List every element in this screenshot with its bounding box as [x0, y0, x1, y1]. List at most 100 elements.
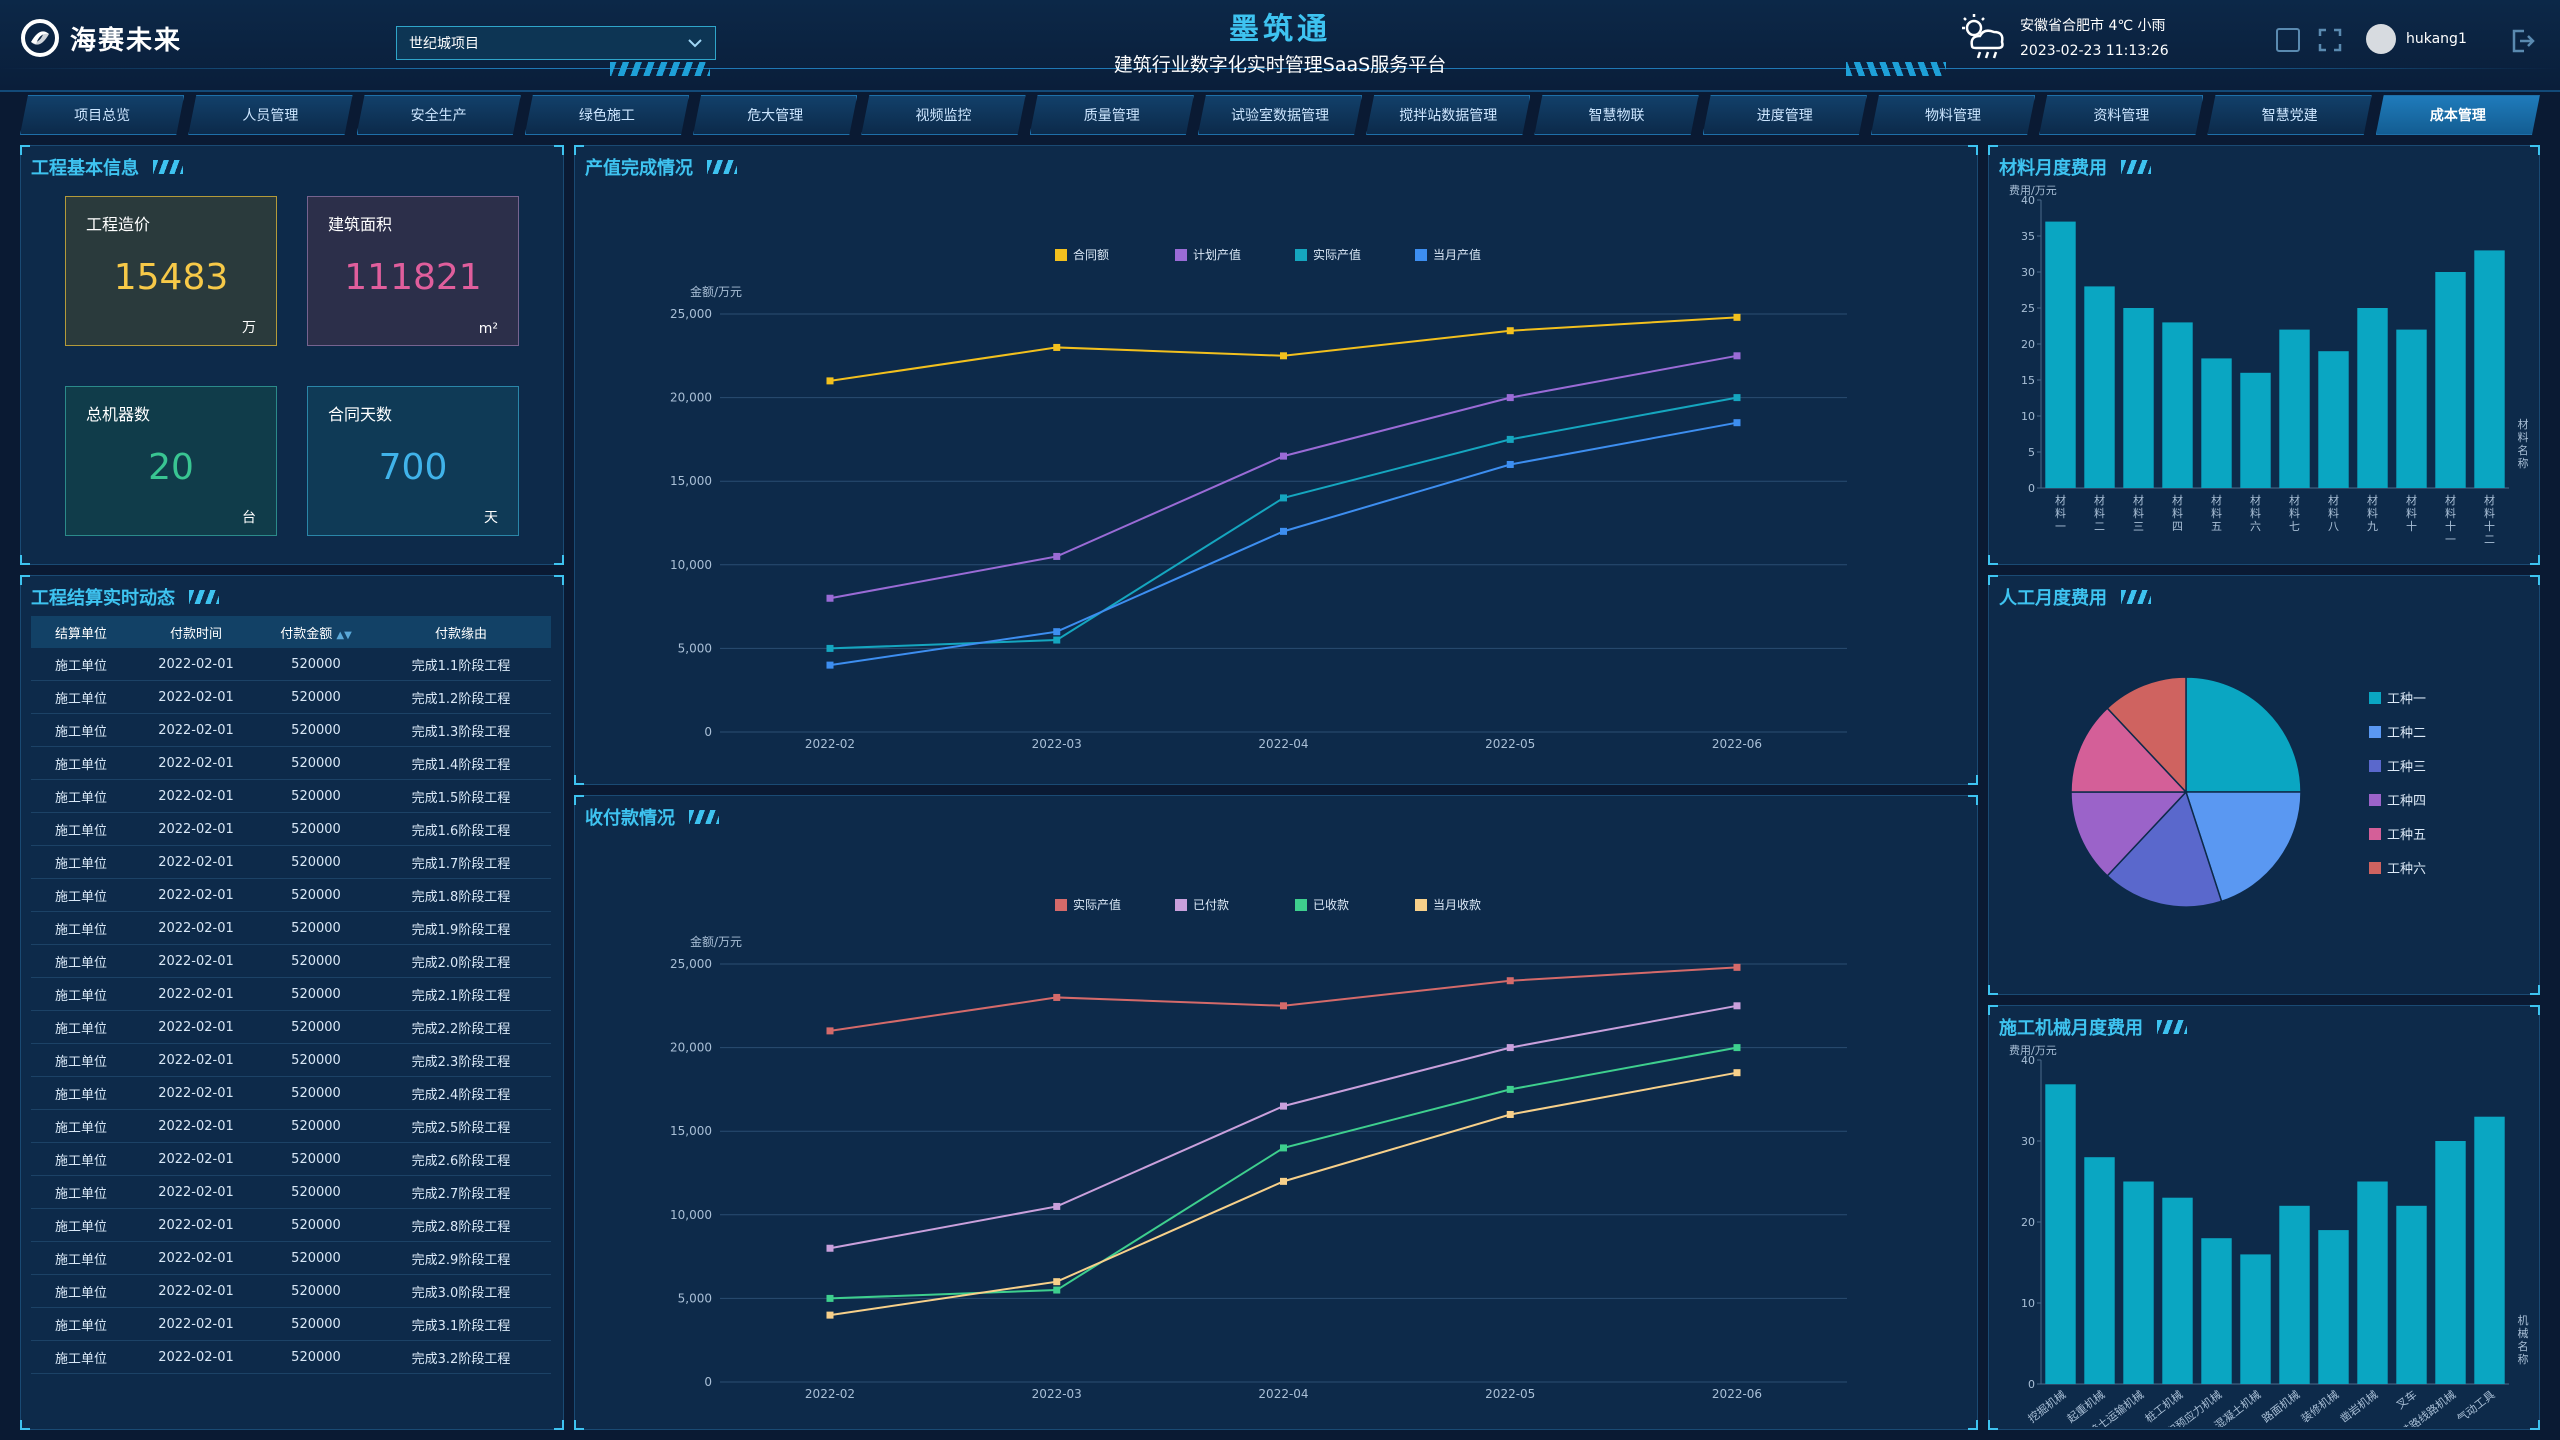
legend-item: 已付款	[1175, 898, 1229, 912]
nav-tab[interactable]: 搅拌站数据管理	[1366, 95, 1530, 135]
y-tick-label: 25,000	[670, 957, 712, 971]
x-tick-char: 材	[2406, 493, 2417, 507]
sort-icon[interactable]: ▲▼	[336, 629, 352, 641]
column-header-sortable[interactable]: 付款金额 ▲▼	[280, 626, 352, 642]
bar	[2240, 372, 2271, 488]
x-tick-label: 2022-04	[1258, 737, 1308, 751]
nav-tab[interactable]: 危大管理	[693, 95, 857, 135]
screenshot-icon[interactable]	[2276, 28, 2300, 52]
nav-tab[interactable]: 视频监控	[861, 95, 1025, 135]
x-tick-label: 材料三	[2133, 493, 2144, 533]
y-axis-label: 金额/万元	[690, 934, 742, 949]
x-tick-label: 材料九	[2367, 493, 2378, 533]
table-cell: 完成2.7阶段工程	[411, 1186, 511, 1202]
weather-location: 安徽省合肥市 4℃ 小雨	[2020, 18, 2166, 34]
nav-tab[interactable]: 项目总览	[20, 95, 184, 135]
table-cell: 2022-02-01	[158, 689, 234, 705]
x-tick-char: 三	[2133, 520, 2144, 533]
x-axis-label: 机械名称	[2518, 1313, 2529, 1366]
x-tick-label: 2022-05	[1485, 1387, 1535, 1401]
bar	[2279, 1205, 2310, 1384]
x-tick-char: 料	[2367, 506, 2378, 520]
nav-tab[interactable]: 试验室数据管理	[1198, 95, 1362, 135]
y-tick-label: 0	[2028, 482, 2035, 495]
nav-tab[interactable]: 资料管理	[2039, 95, 2203, 135]
legend-item: 工种一	[2369, 692, 2426, 707]
y-axis-label: 费用/万元	[2009, 1044, 2057, 1057]
table-cell: 完成1.3阶段工程	[411, 724, 511, 740]
nav-tab[interactable]: 进度管理	[1703, 95, 1867, 135]
table-cell: 施工单位	[54, 856, 107, 872]
legend-item: 工种四	[2369, 794, 2426, 809]
table-row: 施工单位 2022-02-01 520000 完成1.7阶段工程	[31, 846, 551, 879]
table-cell: 2022-02-01	[158, 755, 234, 771]
table-cell: 2022-02-01	[158, 656, 234, 672]
legend-label: 当月产值	[1433, 247, 1481, 262]
table-row: 施工单位 2022-02-01 520000 完成3.2阶段工程	[31, 1341, 551, 1374]
table-cell: 520000	[291, 953, 341, 969]
legend-label: 实际产值	[1073, 897, 1121, 912]
data-point	[1733, 1069, 1741, 1077]
y-tick-label: 35	[2021, 230, 2035, 243]
table-cell: 2022-02-01	[158, 1316, 234, 1332]
table-cell: 完成1.1阶段工程	[411, 658, 511, 674]
table-row: 施工单位 2022-02-01 520000 完成2.0阶段工程	[31, 945, 551, 978]
table-cell: 2022-02-01	[158, 1085, 234, 1101]
nav-tab[interactable]: 绿色施工	[525, 95, 689, 135]
bar	[2123, 308, 2154, 488]
data-point	[826, 644, 834, 652]
nav-tab[interactable]: 物料管理	[1871, 95, 2035, 135]
table-cell: 完成2.8阶段工程	[411, 1219, 511, 1235]
fullscreen-icon[interactable]	[2318, 28, 2342, 52]
x-tick-label: 材料十一	[2445, 493, 2456, 546]
table-cell: 施工单位	[54, 1120, 107, 1136]
main-nav: 项目总览 人员管理 安全生产 绿色施工 危大管理 视频监控 质量管理 试验室数据管理 搅拌站数据…	[20, 95, 2540, 135]
nav-tab[interactable]: 质量管理	[1030, 95, 1194, 135]
x-tick-char: 料	[2289, 506, 2300, 520]
project-select-value: 世纪城项目	[409, 36, 479, 52]
user-menu[interactable]: hukang1	[2366, 24, 2467, 54]
table-row: 施工单位 2022-02-01 520000 完成2.1阶段工程	[31, 978, 551, 1011]
nav-tab[interactable]: 安全生产	[357, 95, 521, 135]
legend-swatch	[2369, 726, 2381, 738]
legend-label: 已付款	[1193, 898, 1229, 912]
legend-item: 当月产值	[1415, 247, 1481, 262]
pie-slice	[2106, 676, 2187, 794]
legend-swatch	[1415, 249, 1427, 261]
nav-tab[interactable]: 智慧物联	[1534, 95, 1698, 135]
table-cell: 完成3.1阶段工程	[411, 1318, 511, 1334]
nav-tab[interactable]: 智慧党建	[2207, 95, 2371, 135]
x-tick-char: 料	[2484, 506, 2495, 520]
table-cell: 520000	[291, 1217, 341, 1233]
table-cell: 2022-02-01	[158, 788, 234, 804]
output-panel: 产值完成情况 合同额 计划产值 实际产值 当月产值 金额/万元 0 5,000 10,000 1…	[574, 145, 1978, 785]
stat-value: 111821	[344, 257, 482, 298]
y-tick-label: 0	[704, 725, 712, 739]
table-cell: 施工单位	[54, 1021, 107, 1037]
legend-swatch	[1415, 899, 1427, 911]
project-select[interactable]: 世纪城项目	[396, 26, 716, 60]
table-cell: 2022-02-01	[158, 1151, 234, 1167]
app-subtitle: 建筑行业数字化实时管理SaaS服务平台	[1113, 54, 1447, 76]
settlement-panel: 工程结算实时动态 结算单位 付款时间 付款金额 ▲▼ 付款缘由 施工单位 2022…	[20, 575, 564, 1430]
x-tick-label: 材料六	[2250, 493, 2261, 533]
y-tick-label: 10	[2021, 410, 2035, 423]
table-cell: 2022-02-01	[158, 854, 234, 870]
legend-item: 已收款	[1295, 898, 1349, 912]
title-block: 墨筑通 建筑行业数字化实时管理SaaS服务平台	[0, 4, 2560, 77]
x-tick-char: 料	[2406, 506, 2417, 520]
bar	[2474, 1116, 2505, 1384]
bar	[2318, 1230, 2349, 1384]
logout-icon[interactable]	[2510, 28, 2536, 54]
legend-swatch	[1055, 249, 1067, 261]
data-point	[826, 1294, 834, 1302]
x-tick-label: 2022-04	[1258, 1387, 1308, 1401]
nav-tab[interactable]: 成本管理	[2376, 95, 2540, 135]
x-tick-label: 材料五	[2211, 493, 2222, 533]
bar	[2084, 286, 2115, 488]
nav-tab[interactable]: 人员管理	[188, 95, 352, 135]
legend-label: 工种一	[2387, 692, 2426, 707]
x-axis-label-char: 名	[2518, 443, 2529, 457]
legend-label: 计划产值	[1193, 247, 1241, 262]
